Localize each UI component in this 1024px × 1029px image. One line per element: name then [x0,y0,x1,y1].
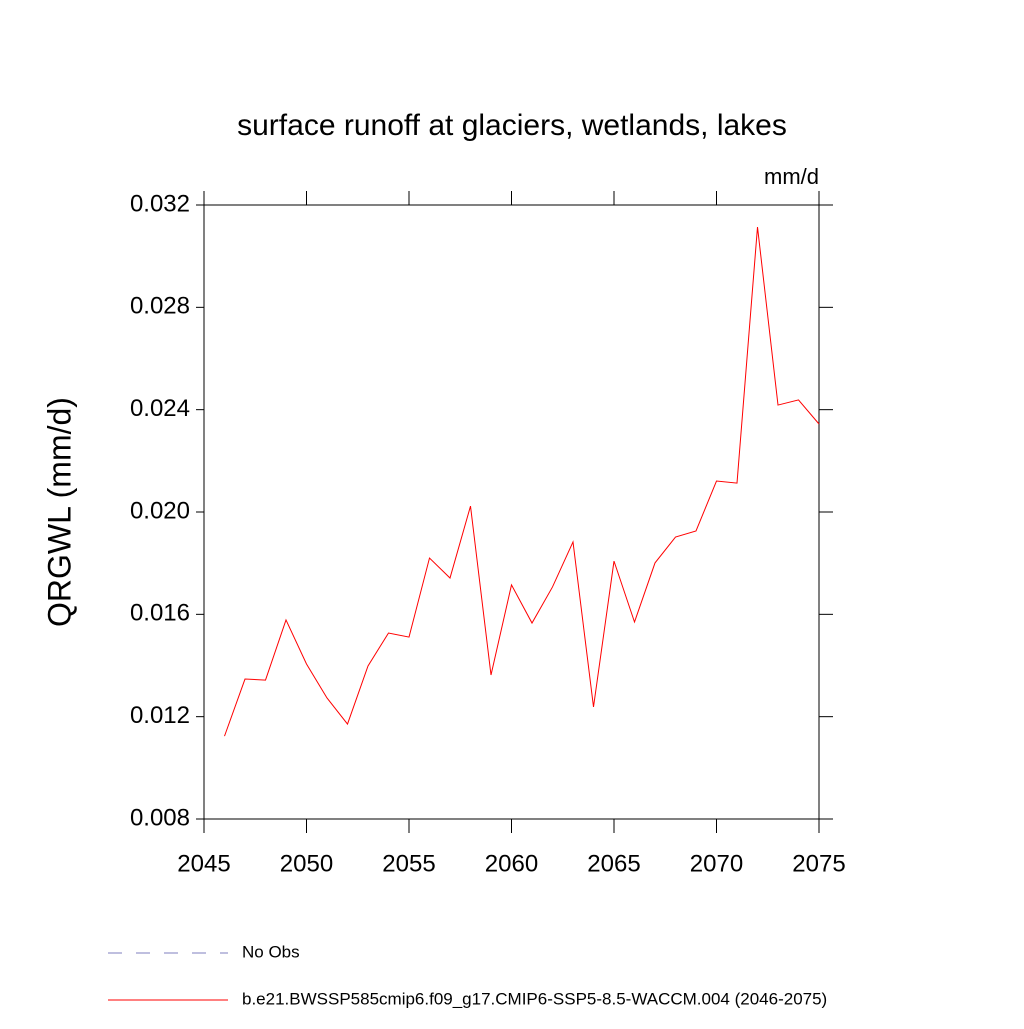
y-tick-label: 0.024 [130,395,190,422]
chart-title: surface runoff at glaciers, wetlands, la… [237,109,787,142]
y-tick-label: 0.008 [130,804,190,831]
x-tick-label: 2055 [382,850,435,877]
x-tick-label: 2050 [280,850,333,877]
y-tick-label: 0.020 [130,497,190,524]
data-line [224,226,820,737]
y-tick-label: 0.032 [130,190,190,217]
y-tick-label: 0.016 [130,600,190,627]
x-tick-label: 2065 [587,850,640,877]
x-tick-label: 2075 [792,850,845,877]
y-axis-label: QRGWL (mm/d) [41,397,77,627]
legend-label: b.e21.BWSSP585cmip6.f09_g17.CMIP6-SSP5-8… [242,989,827,1008]
legend-label: No Obs [242,942,300,961]
plot-frame [203,204,820,820]
units-label: mm/d [764,164,819,189]
y-tick-label: 0.028 [130,293,190,320]
x-tick-label: 2060 [485,850,538,877]
x-tick-label: 2045 [177,850,230,877]
y-tick-label: 0.012 [130,702,190,729]
x-tick-label: 2070 [690,850,743,877]
